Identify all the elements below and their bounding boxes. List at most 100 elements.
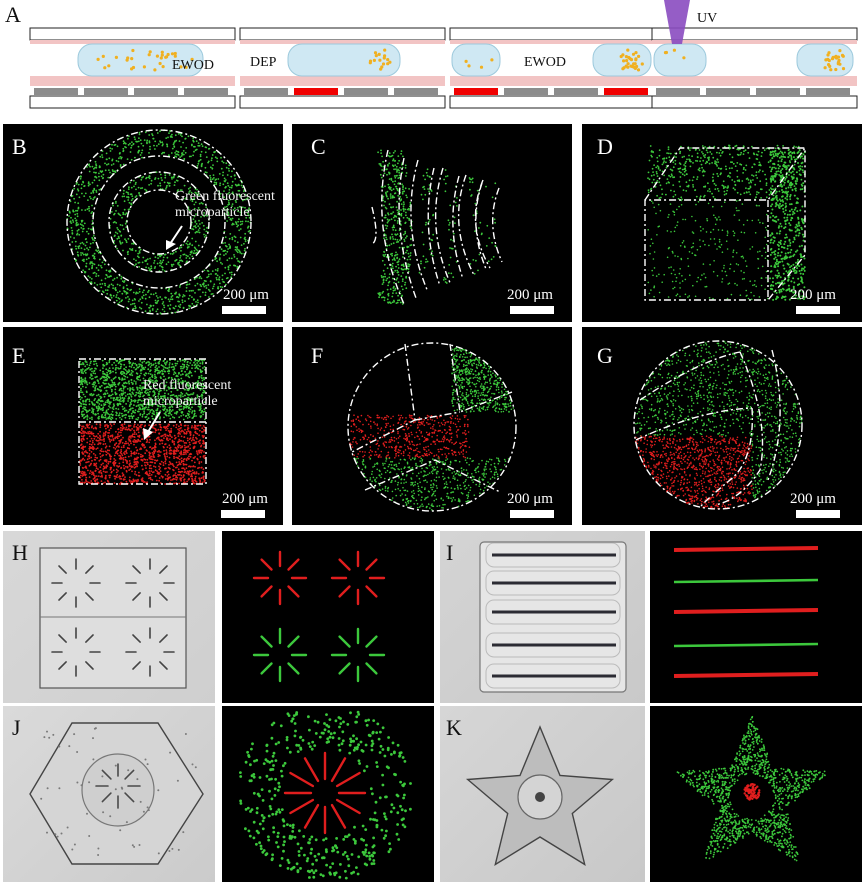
ewod-dep-schematic: EWOD DEP EWOD UV bbox=[29, 0, 858, 109]
swirl-outline bbox=[635, 407, 753, 441]
circle-outline bbox=[347, 342, 517, 512]
electrode bbox=[454, 88, 498, 95]
microparticle bbox=[377, 52, 381, 57]
swirl-outline bbox=[699, 407, 754, 509]
electrode bbox=[604, 88, 648, 95]
microparticle bbox=[96, 57, 100, 62]
label-dep: DEP bbox=[250, 55, 277, 70]
scale-bar-label-f: 200 μm bbox=[507, 491, 553, 507]
annotation-green-line1: Green fluorescent bbox=[175, 189, 275, 204]
slice-outline bbox=[458, 174, 475, 276]
microparticle bbox=[625, 59, 629, 63]
microparticle bbox=[633, 62, 637, 66]
sector-outline bbox=[364, 459, 501, 493]
electrode bbox=[656, 88, 700, 95]
microparticle bbox=[626, 62, 630, 66]
dielectric-layer bbox=[240, 76, 445, 86]
bottom-plate bbox=[651, 95, 858, 109]
electrode bbox=[504, 88, 548, 95]
sector-outline bbox=[449, 343, 513, 413]
swirl-outline bbox=[767, 349, 781, 481]
microparticle bbox=[479, 65, 484, 69]
slice-outline bbox=[398, 157, 417, 299]
microparticle bbox=[179, 65, 183, 69]
microparticle bbox=[828, 64, 832, 68]
top-coating bbox=[652, 40, 857, 44]
microparticle bbox=[622, 59, 626, 63]
microparticle bbox=[627, 55, 631, 60]
electrode bbox=[806, 88, 850, 95]
microparticle bbox=[631, 52, 636, 56]
scale-bar-e bbox=[221, 510, 265, 518]
schematic-cell-2 bbox=[239, 27, 446, 109]
schematic-cell-3 bbox=[449, 27, 656, 109]
circle-outline bbox=[633, 340, 803, 510]
microparticle bbox=[841, 67, 846, 71]
panel-label-i: I bbox=[446, 540, 454, 565]
electrode bbox=[394, 88, 438, 95]
droplet bbox=[77, 43, 204, 77]
swirl-outline bbox=[639, 351, 741, 401]
panel-c-image bbox=[292, 124, 572, 322]
microparticle bbox=[824, 58, 828, 62]
microparticle bbox=[373, 51, 378, 55]
microparticle bbox=[372, 58, 376, 63]
microparticle bbox=[640, 62, 644, 66]
panel-c-slices bbox=[371, 149, 503, 305]
microparticle bbox=[624, 55, 629, 59]
microparticle bbox=[386, 62, 390, 66]
microparticle bbox=[633, 66, 638, 70]
bottom-plate bbox=[239, 95, 446, 109]
microparticle bbox=[634, 51, 638, 55]
microparticle bbox=[682, 56, 686, 60]
microparticle bbox=[184, 65, 188, 69]
microparticle bbox=[827, 58, 831, 63]
panel-label-j: J bbox=[12, 715, 21, 740]
panel-j-pattern bbox=[29, 710, 412, 880]
microparticle bbox=[382, 56, 386, 60]
panel-label-a: A bbox=[5, 2, 21, 27]
inner-circle bbox=[81, 753, 155, 827]
electrode bbox=[554, 88, 598, 95]
scale-bar-label-d: 200 μm bbox=[790, 287, 836, 303]
microparticle bbox=[374, 54, 378, 58]
ring-outline bbox=[66, 129, 252, 315]
electrode bbox=[756, 88, 800, 95]
electrode bbox=[84, 88, 128, 95]
panel-g-image bbox=[582, 327, 862, 525]
microparticle bbox=[101, 54, 105, 59]
microparticle bbox=[634, 57, 638, 61]
panel-e-rectangles bbox=[78, 358, 207, 485]
ring-outline bbox=[108, 171, 210, 273]
microparticle bbox=[159, 56, 163, 60]
microparticle bbox=[378, 58, 382, 62]
dielectric-layer bbox=[652, 76, 857, 86]
panel-label-b: B bbox=[12, 134, 27, 159]
panel-label-k: K bbox=[446, 715, 462, 740]
microparticle bbox=[148, 50, 152, 54]
microparticle bbox=[142, 65, 146, 69]
microparticle bbox=[161, 65, 165, 69]
slice-outline bbox=[452, 175, 464, 280]
microparticle bbox=[823, 66, 827, 70]
panel-d-cube bbox=[644, 144, 806, 301]
microparticle bbox=[626, 48, 630, 52]
microparticle bbox=[629, 58, 634, 62]
electrode bbox=[344, 88, 388, 95]
microparticle bbox=[624, 64, 628, 68]
bottom-plate bbox=[29, 95, 236, 109]
panel-h-fluorescence bbox=[222, 531, 434, 703]
slice-outline bbox=[381, 149, 405, 305]
electrode bbox=[134, 88, 178, 95]
microparticle bbox=[147, 53, 151, 57]
microparticle bbox=[103, 66, 107, 70]
microparticle bbox=[838, 49, 842, 53]
droplet bbox=[287, 43, 401, 77]
panel-h-pattern bbox=[39, 547, 386, 689]
microparticle bbox=[158, 61, 162, 66]
microparticle bbox=[130, 57, 134, 61]
dielectric-layer bbox=[450, 76, 655, 86]
electrode bbox=[294, 88, 338, 95]
microparticle bbox=[664, 50, 669, 55]
slice-outline bbox=[427, 167, 441, 287]
